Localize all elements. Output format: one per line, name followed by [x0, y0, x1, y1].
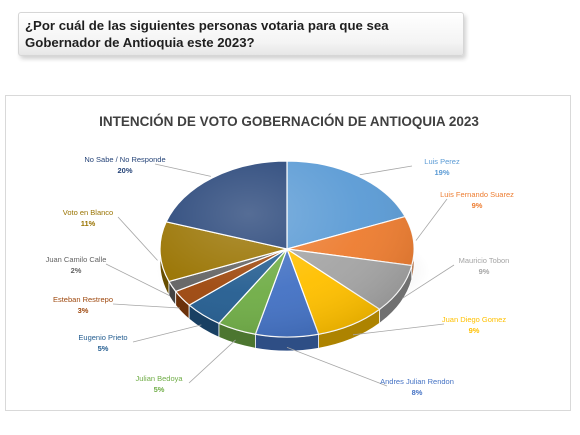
- data-label-value-juan-camilo-calle: 2%: [71, 266, 82, 275]
- data-label-name-luis-perez: Luis Perez: [424, 157, 460, 166]
- data-label-name-juan-diego-gomez: Juan Diego Gomez: [442, 315, 506, 324]
- leader-line-julian-bedoya: [188, 339, 236, 384]
- data-label-name-voto-en-blanco: Voto en Blanco: [63, 208, 113, 217]
- leader-line-eugenio-prieto: [132, 324, 202, 343]
- data-label-name-esteban-restrepo: Esteban Restrepo: [53, 295, 113, 304]
- data-label-value-no-sabe-no-responde: 20%: [117, 166, 132, 175]
- data-label-value-luis-perez: 19%: [434, 168, 449, 177]
- data-label-value-juan-diego-gomez: 9%: [469, 326, 480, 335]
- chart-title: INTENCIÓN DE VOTO GOBERNACIÓN DE ANTIOQU…: [99, 114, 479, 129]
- data-label-value-voto-en-blanco: 11%: [81, 219, 96, 228]
- question-banner: ¿Por cuál de las siguientes personas vot…: [18, 12, 464, 56]
- data-label-value-eugenio-prieto: 5%: [98, 344, 109, 353]
- leader-line-esteban-restrepo: [112, 303, 180, 309]
- leader-line-voto-en-blanco: [117, 216, 158, 261]
- data-label-name-andres-julian-rendon: Andres Julian Rendon: [380, 377, 454, 386]
- data-label-name-mauricio-tobon: Mauricio Tobon: [459, 256, 510, 265]
- data-label-name-no-sabe-no-responde: No Sabe / No Responde: [84, 155, 165, 164]
- data-label-name-julian-bedoya: Julian Bedoya: [135, 374, 183, 383]
- leader-line-juan-camilo-calle: [105, 263, 170, 297]
- data-label-value-julian-bedoya: 5%: [154, 385, 165, 394]
- leader-line-mauricio-tobon: [402, 264, 455, 299]
- leader-line-juan-diego-gomez: [352, 323, 445, 336]
- leader-line-luis-fernando-suarez: [415, 198, 448, 241]
- leader-line-no-sabe-no-responde: [154, 163, 211, 177]
- data-label-value-esteban-restrepo: 3%: [78, 306, 89, 315]
- leader-line-luis-perez: [359, 165, 413, 176]
- question-text: ¿Por cuál de las siguientes personas vot…: [25, 18, 389, 50]
- data-label-value-mauricio-tobon: 9%: [479, 267, 490, 276]
- data-label-name-juan-camilo-calle: Juan Camilo Calle: [46, 255, 107, 264]
- data-label-value-luis-fernando-suarez: 9%: [472, 201, 483, 210]
- data-label-value-andres-julian-rendon: 8%: [412, 388, 423, 397]
- data-label-name-luis-fernando-suarez: Luis Fernando Suarez: [440, 190, 514, 199]
- leader-line-andres-julian-rendon: [286, 346, 388, 387]
- data-label-name-eugenio-prieto: Eugenio Prieto: [78, 333, 127, 342]
